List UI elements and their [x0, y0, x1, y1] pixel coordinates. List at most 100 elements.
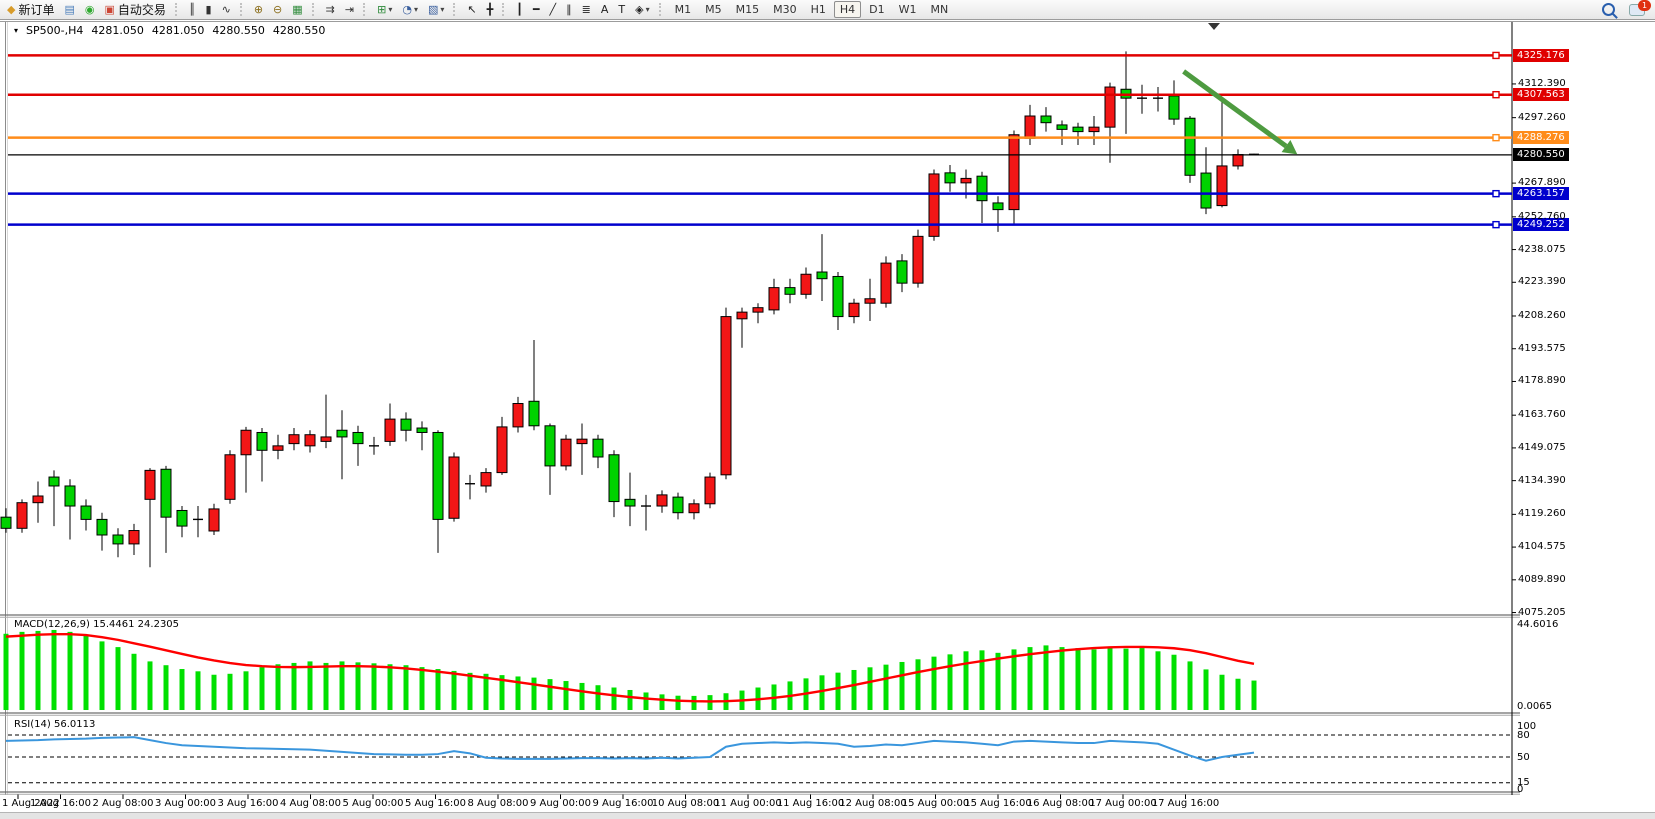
timeframe-w1-button[interactable]: W1: [898, 3, 917, 16]
signals-icon: ◉: [84, 2, 95, 16]
macd-histogram-bar: [419, 667, 425, 710]
candlestick-chart-icon[interactable]: ▮: [202, 1, 216, 19]
tile-windows-icon: ▦: [292, 2, 303, 16]
timeframe-m5-button[interactable]: M5: [705, 3, 722, 16]
macd-histogram-bar: [1203, 669, 1209, 710]
bar-chart-icon: ║: [188, 2, 196, 16]
search-icon[interactable]: [1602, 3, 1615, 16]
level-anchor-square[interactable]: [1492, 220, 1500, 229]
zoom-out-icon: ⊖: [273, 2, 283, 16]
zoom-out-icon[interactable]: ⊖: [269, 1, 286, 19]
macd-histogram-bar: [19, 631, 25, 710]
macd-panel: [3, 629, 1257, 710]
price-levels: [8, 51, 1512, 229]
crosshair-icon[interactable]: ╋: [483, 1, 498, 19]
rsi-line: [5, 736, 1255, 762]
bar-chart-icon[interactable]: ║: [185, 1, 200, 19]
level-anchor-square[interactable]: [1492, 90, 1500, 99]
macd-histogram-bar: [211, 674, 217, 710]
arrows-dropdown-icon[interactable]: ▾: [645, 5, 650, 14]
timeframe-m1-button[interactable]: M1: [674, 3, 692, 16]
fibonacci-icon[interactable]: ≣: [578, 1, 595, 19]
level-anchor-square[interactable]: [1492, 51, 1500, 60]
macd-histogram-bar: [467, 672, 473, 710]
cursor-icon: ↖: [467, 2, 477, 16]
horizontal-line-icon[interactable]: ━: [529, 1, 544, 19]
auto-scroll-icon: ⇉: [325, 2, 335, 16]
toolbar-separator: [311, 3, 317, 16]
signals-icon[interactable]: ◉: [81, 1, 99, 19]
macd-histogram-bar: [67, 631, 73, 710]
shift-marker-icon[interactable]: [1208, 23, 1220, 30]
macd-histogram-bar: [819, 675, 825, 710]
line-chart-icon[interactable]: ∿: [218, 1, 235, 19]
macd-histogram-bar: [899, 661, 905, 710]
timeframe-d1-button[interactable]: D1: [869, 3, 885, 16]
add-indicator-dropdown-icon[interactable]: ▾: [388, 5, 393, 14]
cursor-icon[interactable]: ↖: [463, 1, 480, 19]
zoom-in-icon[interactable]: ⊕: [250, 1, 267, 19]
text-icon[interactable]: A: [597, 1, 613, 19]
level-anchor-square[interactable]: [1492, 133, 1500, 142]
autotrading-label: 自动交易: [117, 3, 166, 17]
level-anchor-square[interactable]: [1492, 189, 1500, 198]
macd-histogram-bar: [547, 679, 553, 710]
timeframe-h1-button[interactable]: H1: [810, 3, 826, 16]
macd-histogram-bar: [995, 652, 1001, 710]
quote-bar[interactable]: ▾ SP500-,H4 4281.050 4281.050 4280.550 4…: [14, 24, 325, 37]
arrows-icon[interactable]: ◈ ▾: [631, 1, 653, 19]
macd-histogram-bar: [1107, 648, 1113, 710]
macd-indicator-label: MACD(12,26,9) 15.4461 24.2305: [14, 619, 180, 630]
toolbar-separator: [239, 3, 245, 16]
auto-scroll-icon[interactable]: ⇉: [322, 1, 339, 19]
macd-histogram-bar: [515, 676, 521, 710]
tile-windows-icon[interactable]: ▦: [288, 1, 306, 19]
macd-histogram-bar: [963, 651, 969, 710]
chart-shift-icon[interactable]: ⇥: [341, 1, 358, 19]
timeframe-m30-button[interactable]: M30: [773, 3, 797, 16]
text-label-icon[interactable]: T: [614, 1, 629, 19]
macd-histogram-bar: [1139, 648, 1145, 710]
text-label-icon: T: [618, 2, 626, 16]
symbol-dropdown-icon[interactable]: ▾: [14, 26, 19, 35]
toolbar-separator: [363, 3, 368, 16]
macd-histogram-bar: [947, 654, 953, 710]
timeframe-mn-button[interactable]: MN: [930, 3, 949, 16]
macd-histogram-bar: [1123, 648, 1129, 710]
timeframe-m15-button[interactable]: M15: [735, 3, 760, 16]
macd-histogram-bar: [83, 635, 89, 710]
macd-histogram-bar: [51, 629, 57, 710]
vertical-line-icon: ┃: [516, 2, 523, 16]
templates-dropdown-icon[interactable]: ▾: [440, 5, 445, 14]
line-chart-icon: ∿: [221, 2, 231, 16]
macd-histogram-bar: [915, 659, 921, 710]
toolbar-separator: [658, 3, 664, 16]
templates-icon[interactable]: ▧ ▾: [424, 1, 448, 19]
macd-histogram-bar: [1059, 647, 1065, 710]
macd-histogram-bar: [579, 682, 585, 710]
vertical-line-icon[interactable]: ┃: [512, 1, 527, 19]
macd-histogram-bar: [1091, 649, 1097, 710]
timeframe-h4-button[interactable]: H4: [833, 1, 862, 18]
periods-icon[interactable]: ◔ ▾: [398, 1, 422, 19]
macd-histogram-bar: [595, 685, 601, 710]
macd-histogram-bar: [931, 656, 937, 710]
macd-histogram-bar: [387, 664, 393, 710]
new-order-button[interactable]: ◆ 新订单: [3, 1, 58, 19]
equidistant-channel-icon: ∥: [566, 2, 572, 16]
trend-arrow-head[interactable]: [1281, 140, 1298, 155]
trendline-icon[interactable]: ╱: [545, 1, 560, 19]
chat-icon[interactable]: 1: [1629, 0, 1651, 16]
periods-dropdown-icon[interactable]: ▾: [413, 5, 418, 14]
market-watch-icon[interactable]: ▤: [60, 1, 78, 19]
toolbar: ◆ 新订单 ▤ ◉ ▣ 自动交易 ║ ▮ ∿ ⊕ ⊖ ▦ ⇉ ⇥ ⊞ ▾ ◔ ▾ ▧ ▾ ↖ ╋ ┃ ━ ╱ ∥ ≣ A T ◈ ▾ M1 M5…: [0, 0, 1655, 20]
add-indicator-icon[interactable]: ⊞ ▾: [373, 1, 396, 19]
macd-histogram-bar: [115, 647, 121, 710]
trend-arrow[interactable]: [1182, 69, 1288, 149]
macd-histogram-bar: [691, 695, 697, 710]
macd-histogram-bar: [291, 662, 297, 710]
macd-histogram-bar: [355, 662, 361, 710]
equidistant-channel-icon[interactable]: ∥: [562, 1, 576, 19]
autotrading-button[interactable]: ▣ 自动交易: [101, 1, 170, 19]
